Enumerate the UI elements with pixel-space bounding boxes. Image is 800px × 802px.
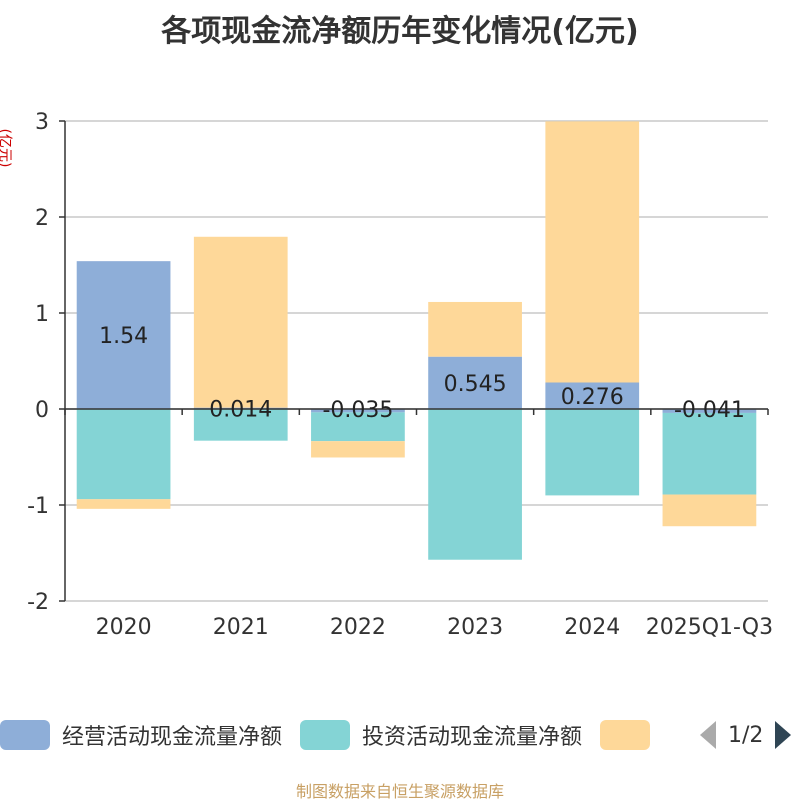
y-tick-label: 1 — [35, 302, 49, 327]
bar-series0-2025Q1-Q3 — [662, 409, 757, 413]
x-tick-label: 2024 — [564, 615, 620, 640]
legend-next-page-icon[interactable] — [775, 721, 792, 749]
legend-pager: 1/2 — [700, 718, 792, 752]
legend-page-indicator: 1/2 — [728, 722, 764, 748]
chart-title: 各项现金流净额历年变化情况(亿元) — [161, 14, 639, 49]
x-tick-label: 2021 — [213, 615, 269, 640]
bar-series2-2023 — [428, 301, 522, 357]
source-note: 制图数据来自恒生聚源数据库 — [295, 782, 504, 801]
legend-swatch-third — [600, 720, 651, 750]
legend-item-operating[interactable]: 经营活动现金流量净额 — [0, 719, 282, 751]
bar-series0-2022 — [311, 409, 405, 413]
data-label: 0.014 — [209, 397, 272, 422]
data-label: 0.545 — [444, 372, 507, 397]
bar-series2-2025Q1-Q3 — [662, 494, 757, 527]
data-label: 0.276 — [561, 385, 624, 410]
legend-item-investing[interactable]: 投资活动现金流量净额 — [300, 719, 582, 751]
x-tick-label: 2023 — [447, 615, 503, 640]
bar-series0-2024 — [545, 382, 640, 409]
bar-series0-2023 — [428, 356, 522, 409]
legend-label-investing: 投资活动现金流量净额 — [362, 725, 583, 750]
bar-series1-2022 — [311, 412, 405, 442]
x-tick-label: 2022 — [330, 615, 386, 640]
bar-series1-2021 — [193, 409, 288, 441]
legend-prev-page-icon[interactable] — [700, 721, 716, 749]
bar-series1-2025Q1-Q3 — [662, 412, 757, 495]
x-tick-label: 2025Q1-Q3 — [646, 615, 773, 640]
y-tick-label: -1 — [27, 494, 49, 519]
legend-swatch-investing — [300, 720, 351, 750]
legend: 经营活动现金流量净额 投资活动现金流量净额 — [0, 718, 680, 752]
data-label: -0.035 — [322, 398, 393, 423]
bar-series2-2020 — [76, 499, 171, 509]
bar-series0-2020 — [76, 261, 171, 409]
legend-label-operating: 经营活动现金流量净额 — [62, 725, 283, 750]
x-tick-label: 2020 — [96, 615, 152, 640]
y-tick-label: -2 — [27, 590, 49, 615]
bar-series1-2020 — [76, 409, 171, 500]
bar-series2-2022 — [311, 441, 405, 458]
y-tick-label: 0 — [35, 398, 49, 423]
bar-series2-2024 — [545, 121, 640, 383]
y-tick-label: 2 — [35, 206, 49, 231]
data-label: 1.54 — [99, 324, 148, 349]
legend-item-third[interactable] — [600, 720, 662, 750]
bar-series1-2023 — [428, 409, 522, 560]
y-tick-label: 3 — [35, 110, 49, 135]
bar-series1-2024 — [545, 409, 640, 496]
bar-series2-2021 — [193, 236, 288, 408]
bar-chart: -2 -1 0 1 2 3 2020 2021 2022 2023 2024 2025Q1-Q3 1.5… — [27, 110, 773, 640]
legend-swatch-operating — [0, 720, 50, 750]
data-label: -0.041 — [674, 398, 745, 423]
